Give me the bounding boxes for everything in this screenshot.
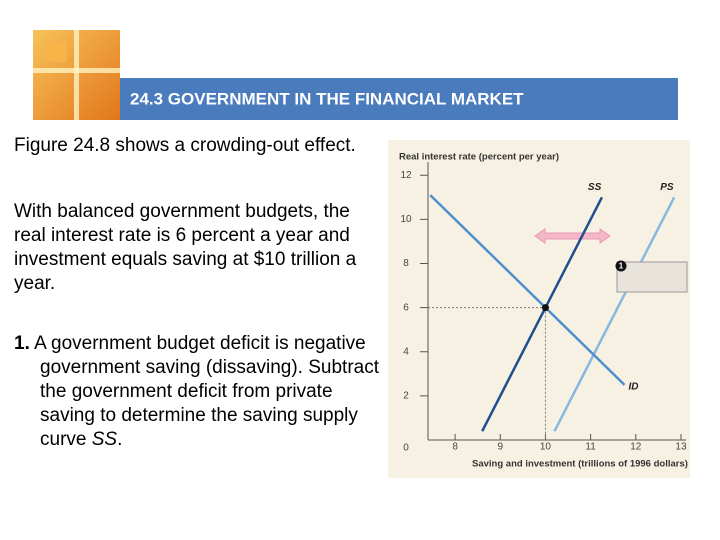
y-tick-label: 6 xyxy=(403,302,409,313)
series-label: SS xyxy=(588,182,602,193)
bullet-text: . xyxy=(117,429,123,450)
logo xyxy=(33,30,120,120)
y-tick-label: 8 xyxy=(403,258,409,269)
paragraph: Figure 24.8 shows a crowding-out effect. xyxy=(14,135,356,156)
bullet-number: 1. xyxy=(14,333,30,354)
y-tick-label: 4 xyxy=(403,346,409,357)
x-tick-label: 12 xyxy=(630,442,642,453)
series-label: PS xyxy=(660,182,674,193)
slide-title: 24.3 GOVERNMENT IN THE FINANCIAL MARKET xyxy=(130,89,524,108)
y-tick-label: 0 xyxy=(403,443,409,454)
x-tick-label: 9 xyxy=(497,442,503,453)
y-tick-label: 2 xyxy=(403,391,409,402)
paragraph: With balanced government budgets, the re… xyxy=(14,201,357,294)
title-bar xyxy=(120,78,678,120)
bullet: 1. A government budget deficit is negati… xyxy=(14,332,390,452)
x-tick-label: 13 xyxy=(675,442,687,453)
y-tick-label: 10 xyxy=(400,214,412,225)
annotation-box xyxy=(616,261,688,293)
x-tick-label: 10 xyxy=(540,442,552,453)
annotation-number: 1 xyxy=(619,262,624,271)
equilibrium-point xyxy=(541,304,549,312)
x-axis-title: Saving and investment (trillions of 1996… xyxy=(472,459,688,470)
annotation-badge xyxy=(615,260,627,272)
bullet-text: A government budget deficit is negative … xyxy=(34,333,379,450)
y-tick-label: 12 xyxy=(400,170,412,181)
bullet-text: SS xyxy=(91,429,118,450)
x-tick-label: 11 xyxy=(585,442,596,453)
series-line xyxy=(429,194,626,386)
series-line xyxy=(553,196,676,432)
chart: Real interest rate (percent per year) Sav… xyxy=(399,152,688,470)
y-axis-title: Real interest rate (percent per year) xyxy=(399,152,559,163)
chart-background xyxy=(388,140,690,478)
series-line xyxy=(481,196,604,432)
x-tick-label: 8 xyxy=(452,442,458,453)
shift-arrow xyxy=(534,228,611,244)
series-label: ID xyxy=(629,381,639,392)
